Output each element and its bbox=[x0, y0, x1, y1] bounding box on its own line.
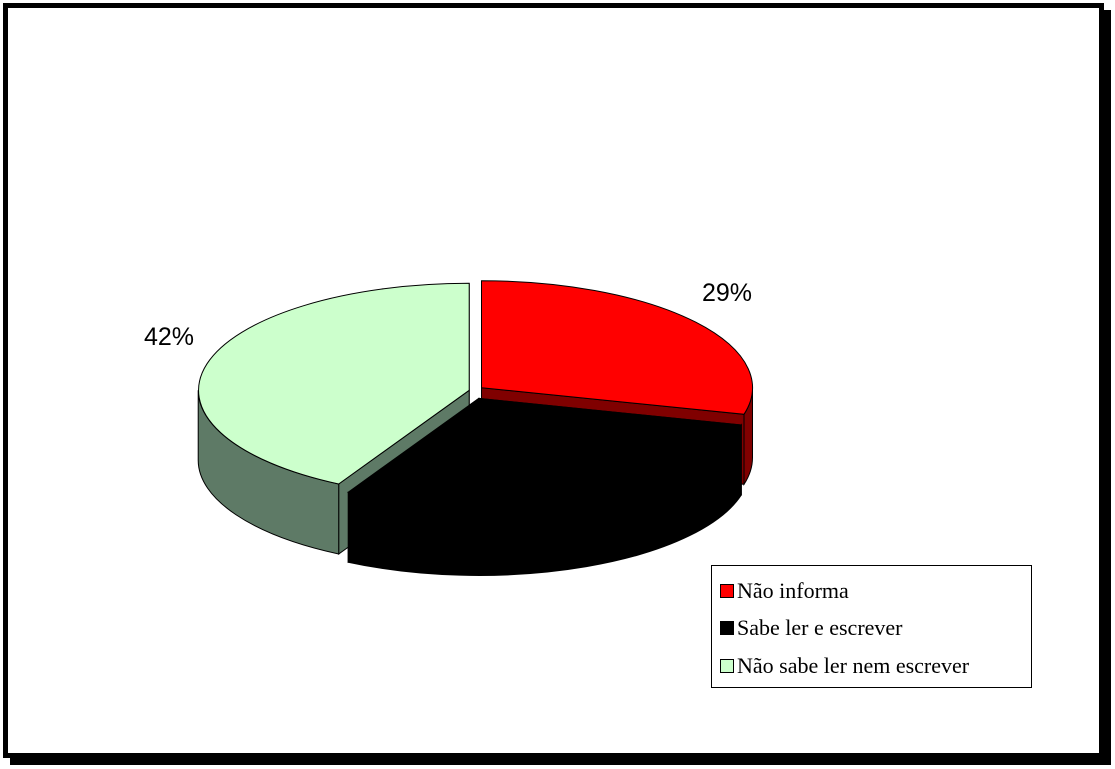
pie-slices bbox=[197, 280, 754, 576]
legend-item-nao-sabe: Não sabe ler nem escrever bbox=[720, 652, 969, 680]
legend-swatch-1 bbox=[720, 621, 734, 635]
legend-label-1: Sabe ler e escrever bbox=[737, 615, 903, 640]
data-label-1: 29% bbox=[607, 511, 657, 539]
legend-swatch-0 bbox=[720, 584, 734, 598]
frame-shadow-bottom bbox=[10, 758, 1111, 765]
legend-item-nao-informa: Não informa bbox=[720, 577, 849, 605]
legend-item-sabe-ler: Sabe ler e escrever bbox=[720, 614, 903, 642]
frame-shadow-right bbox=[1104, 10, 1111, 765]
slice-top-0 bbox=[481, 280, 754, 415]
slice-top-1 bbox=[346, 397, 743, 506]
legend-swatch-2 bbox=[720, 659, 734, 673]
legend: Não informa Sabe ler e escrever Não sabe… bbox=[711, 565, 1032, 688]
data-label-0: 29% bbox=[702, 279, 752, 307]
legend-label-0: Não informa bbox=[737, 578, 849, 603]
slice-top-2 bbox=[198, 282, 470, 485]
legend-label-2: Não sabe ler nem escrever bbox=[737, 653, 970, 678]
data-label-2: 42% bbox=[144, 323, 194, 351]
